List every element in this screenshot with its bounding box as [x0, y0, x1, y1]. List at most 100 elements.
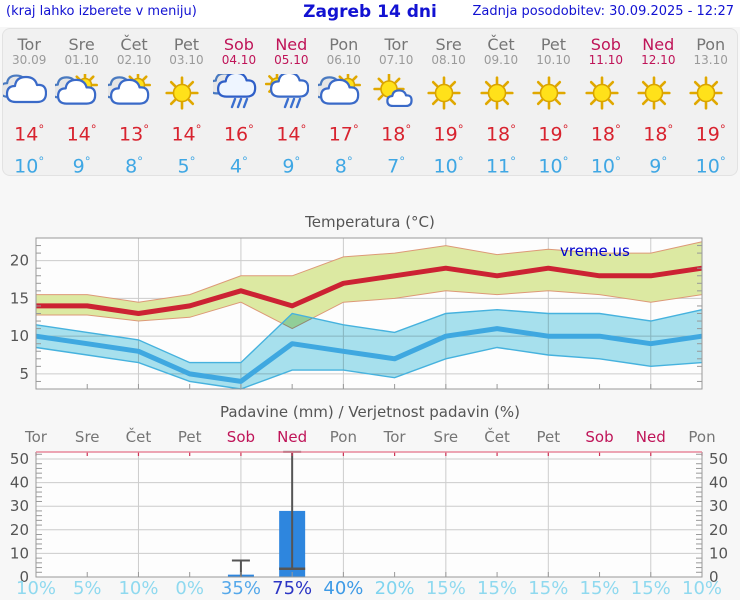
day-name: Čet: [120, 35, 148, 54]
max-temp: 19°: [538, 122, 569, 146]
precip-probability-label: 15%: [425, 578, 466, 599]
sun-cloud-icon: [107, 74, 151, 105]
forecast-day-column: Sob 04.10 16° 4°: [212, 29, 265, 178]
temp-y-tick-label: 20: [10, 252, 29, 270]
day-name: Ned: [275, 35, 308, 54]
precip-y-tick-label-right: 30: [709, 497, 728, 515]
precip-day-label: Pet: [177, 428, 202, 446]
precip-day-label: Sob: [226, 428, 256, 446]
day-name: Sob: [223, 35, 254, 54]
precip-probability-label: 15%: [579, 578, 620, 599]
sunny-small-cloud-icon: [373, 74, 413, 108]
min-temp: 7°: [387, 154, 406, 178]
max-temp: 19°: [433, 122, 464, 146]
max-temp: 18°: [590, 122, 621, 146]
forecast-day-column: Ned 12.10 18° 9°: [632, 29, 684, 178]
forecast-day-column: Čet 09.10 18° 11°: [475, 29, 527, 178]
temp-y-tick-label: 5: [19, 365, 29, 383]
day-name: Pon: [696, 35, 726, 54]
forecast-day-column: Sob 11.10 18° 10°: [580, 29, 632, 178]
day-name: Pon: [329, 35, 359, 54]
precip-y-tick-label-left: 40: [10, 474, 29, 492]
max-temp: 13°: [119, 122, 150, 146]
day-name: Tor: [17, 35, 41, 54]
forecast-day-column: Sre 01.10 14° 9°: [55, 29, 107, 178]
max-temp: 14°: [14, 122, 45, 146]
day-name: Sre: [435, 35, 462, 54]
day-date: 12.10: [641, 53, 676, 67]
forecast-day-column: Tor 30.09 14° 10°: [3, 29, 55, 178]
sunny-icon: [427, 76, 461, 110]
precipitation-chart: 0 0 10 10 20 20 30 30 40 40 50 50: [10, 450, 728, 586]
min-temp-line: [35, 326, 703, 384]
day-name: Pet: [173, 35, 200, 54]
temperature-chart-title: Temperatura (°C): [305, 213, 435, 231]
precip-day-label: Ned: [277, 428, 308, 446]
menu-hint: (kraj lahko izberete v meniju): [6, 4, 197, 19]
weather-icon-cell: [580, 74, 632, 114]
day-date: 02.10: [116, 53, 152, 67]
day-name: Sob: [590, 35, 621, 54]
precip-probability-label: 5%: [72, 578, 102, 599]
precip-day-label: Tor: [383, 428, 406, 446]
weather-icon-cell: [475, 74, 527, 114]
day-date: 05.10: [274, 53, 309, 67]
min-temp: 9°: [72, 154, 91, 178]
forecast-day-column: Pet 10.10 19° 10°: [527, 29, 579, 178]
forecast-day-column: Pon 06.10 17° 8°: [317, 29, 370, 178]
temp-y-tick-label: 10: [10, 327, 29, 345]
min-temp: 8°: [125, 154, 144, 178]
day-date: 09.10: [483, 53, 519, 67]
sunny-icon: [637, 76, 671, 110]
precip-y-tick-label-left: 30: [10, 497, 29, 515]
max-temp: 18°: [485, 122, 517, 146]
precip-y-tick-label-right: 10: [709, 544, 728, 562]
watermark-link[interactable]: vreme.us: [560, 242, 630, 260]
day-name: Tor: [384, 35, 408, 54]
max-temp: 16°: [223, 122, 254, 146]
precip-y-tick-label-right: 40: [709, 474, 728, 492]
day-date: 04.10: [221, 53, 257, 67]
weather-icon-cell: [160, 74, 212, 114]
forecast-day-column: Ned 05.10 14° 9°: [265, 29, 317, 178]
precip-day-label: Pon: [329, 428, 357, 446]
forecast-day-column: Sre 08.10 19° 10°: [422, 29, 474, 178]
precip-y-tick-label-right: 20: [709, 521, 728, 539]
page-header: (kraj lahko izberete v meniju) Zagreb 14…: [0, 0, 740, 27]
precip-day-label: Čet: [125, 428, 152, 446]
min-temp-band: [36, 309, 702, 389]
weather-icon-cell: [684, 74, 736, 114]
precip-probability-label: 35%: [220, 578, 261, 599]
day-date: 06.10: [326, 53, 361, 67]
min-temp: 5°: [177, 154, 196, 178]
precip-day-label: Sob: [585, 428, 614, 446]
day-date: 07.10: [378, 53, 414, 67]
sun-cloud-icon: [55, 74, 99, 105]
min-temp: 10°: [14, 154, 45, 178]
weather-icon-cell: [55, 74, 107, 114]
min-temp: 10°: [590, 154, 621, 178]
day-date: 01.10: [64, 53, 99, 67]
max-temp: 14°: [276, 122, 307, 146]
min-temp: 4°: [229, 154, 248, 178]
min-temp: 10°: [433, 154, 464, 178]
cloudy-icon: [3, 74, 47, 104]
day-date: 13.10: [693, 53, 728, 67]
forecast-day-column: Tor 07.10 18° 7°: [370, 29, 422, 178]
precip-y-tick-label-right: 0: [709, 568, 719, 586]
precip-probability-label: 10%: [681, 578, 723, 599]
precip-y-tick-label-left: 0: [19, 568, 29, 586]
weather-icon-cell: [632, 74, 684, 114]
min-temp: 10°: [695, 154, 726, 178]
max-temp: 14°: [66, 122, 97, 146]
day-date: 30.09: [12, 53, 47, 67]
precip-probability-row: 10% 5% 10% 0% 35% 75% 40% 20% 15% 15% 15% 15% 15% 10%: [0, 578, 740, 599]
precip-day-label: Pet: [536, 428, 561, 446]
day-date: 08.10: [431, 53, 466, 67]
min-temp: 9°: [649, 154, 668, 178]
precip-day-label: Sre: [74, 428, 100, 446]
page-title: Zagreb 14 dni: [303, 2, 437, 22]
last-update: Zadnja posodobitev: 30.09.2025 - 12:27: [472, 4, 734, 19]
precip-probability-label: 10%: [118, 578, 159, 599]
day-date: 03.10: [169, 53, 204, 67]
